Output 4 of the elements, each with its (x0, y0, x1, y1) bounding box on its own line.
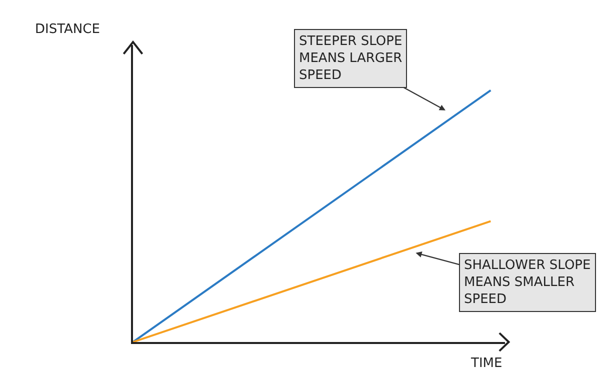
annotation: SHALLOWER SLOPE MEANS SMALLER SPEED (464, 258, 591, 307)
text: STEEPER SLOPE MEANS LARGER SPEED (299, 34, 402, 83)
y-axis-title: DISTANCE (35, 22, 100, 37)
x-axis-title: TIME (470, 356, 502, 371)
